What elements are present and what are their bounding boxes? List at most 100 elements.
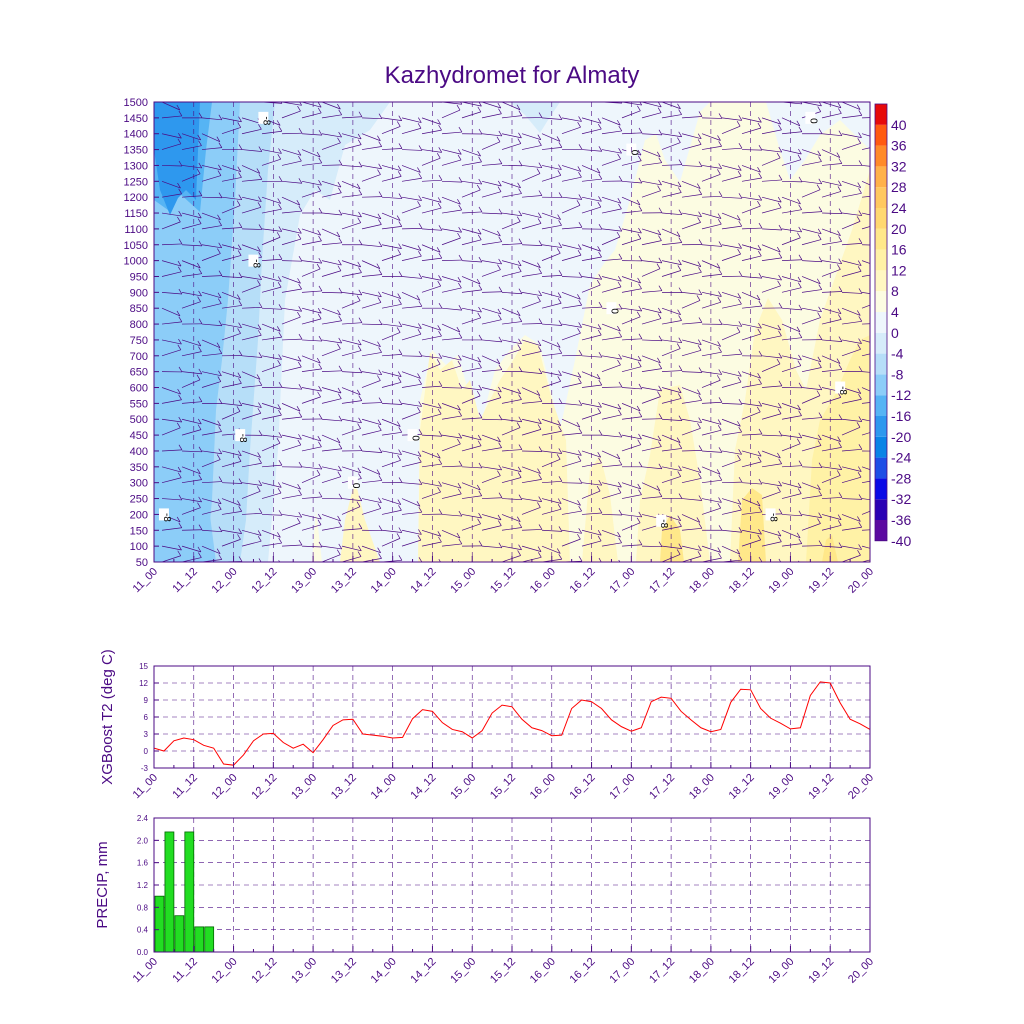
- wind-barb: [481, 212, 502, 215]
- wind-barb: [381, 509, 402, 515]
- wind-barb-feather: [517, 266, 522, 272]
- wind-barb: [741, 323, 762, 329]
- wind-barb: [201, 292, 222, 299]
- wind-barb-feather: [558, 192, 563, 198]
- wind-barb-feather: [518, 444, 523, 450]
- wind-barb-feather: [398, 193, 403, 199]
- x-tick-label: 16_12: [568, 956, 598, 986]
- wind-barb: [441, 159, 462, 166]
- wind-barb-feather: [218, 114, 223, 120]
- wind-barb: [221, 371, 241, 378]
- wind-barb-feather: [656, 151, 661, 158]
- x-tick-label: 19_00: [766, 566, 796, 596]
- wind-barb-feather: [257, 280, 261, 286]
- wind-barb: [641, 260, 662, 264]
- y-tick-label: 15: [139, 662, 148, 671]
- wind-barb: [841, 143, 861, 150]
- wind-barb: [481, 113, 502, 119]
- precip-bar: [164, 831, 175, 953]
- wind-barb-feather: [418, 379, 422, 385]
- wind-barb-feather: [318, 129, 323, 136]
- wind-barb-feather: [657, 435, 662, 442]
- wind-barb: [781, 403, 801, 411]
- wind-barb: [781, 493, 802, 499]
- wind-barb-feather: [759, 95, 762, 100]
- wind-barb-feather: [618, 275, 622, 282]
- wind-barb: [161, 387, 181, 395]
- wind-barb: [641, 102, 662, 108]
- wind-barb: [461, 395, 481, 404]
- x-tick-label: 19_12: [806, 956, 836, 986]
- wind-barb-feather: [418, 351, 423, 357]
- wind-barb: [481, 339, 502, 343]
- wind-barb: [301, 396, 321, 404]
- colorbar-swatch: [875, 104, 887, 125]
- wind-barb: [801, 161, 822, 166]
- wind-barb-feather: [257, 536, 262, 542]
- wind-barb-feather: [418, 429, 423, 435]
- wind-barb: [541, 323, 562, 326]
- wind-barb-feather: [597, 329, 602, 336]
- wind-barb-feather: [258, 352, 263, 358]
- wind-barb: [161, 243, 182, 246]
- wind-barb-feather: [797, 404, 801, 411]
- wind-barb-feather: [737, 293, 742, 299]
- wind-barb: [621, 514, 642, 518]
- wind-barb-feather: [457, 199, 461, 205]
- wind-barb-feather: [537, 134, 542, 140]
- wind-barb: [181, 401, 202, 404]
- wind-barb-feather: [258, 224, 263, 230]
- wind-barb: [821, 163, 842, 166]
- wind-barb: [821, 260, 842, 265]
- wind-barb-feather: [518, 544, 522, 550]
- wind-barb-feather: [738, 298, 742, 305]
- wind-barb: [861, 545, 870, 549]
- wind-barb-feather: [638, 255, 643, 262]
- wind-barb-feather: [177, 344, 182, 350]
- wind-barb-feather: [218, 476, 223, 482]
- wind-barb: [561, 529, 582, 534]
- wind-barb-feather: [458, 355, 462, 361]
- wind-barb: [241, 128, 262, 135]
- wind-barb: [361, 450, 382, 453]
- wind-barb: [401, 355, 423, 357]
- wind-barb: [201, 450, 222, 455]
- wind-barb: [261, 414, 282, 420]
- wind-barb-feather: [497, 230, 501, 237]
- wind-barb-feather: [797, 482, 802, 489]
- x-tick-label: 11_12: [170, 956, 200, 986]
- wind-barb-feather: [796, 532, 801, 538]
- wind-barb-feather: [317, 313, 322, 320]
- wind-barb: [421, 207, 442, 214]
- wind-barb-feather: [837, 565, 840, 570]
- wind-barb: [161, 102, 180, 111]
- wind-barb-feather: [598, 251, 602, 258]
- wind-barb: [641, 482, 660, 492]
- wind-barb-feather: [397, 499, 402, 505]
- wind-barb-feather: [837, 520, 842, 526]
- wind-barb: [261, 286, 282, 293]
- wind-barb-feather: [298, 489, 302, 496]
- x-tick-label: 19_00: [766, 956, 796, 986]
- wind-barb-feather: [858, 316, 863, 322]
- wind-barb: [481, 260, 502, 265]
- cold-region-lower: [154, 400, 216, 562]
- wind-barb-feather: [417, 245, 422, 251]
- wind-barb: [281, 494, 302, 499]
- wind-barb: [341, 144, 362, 150]
- wind-barb: [861, 117, 870, 119]
- wind-barb: [341, 528, 362, 531]
- wind-barb-feather: [458, 538, 463, 545]
- wind-barb-feather: [857, 516, 861, 522]
- wind-barb: [721, 147, 742, 150]
- wind-barb-feather: [837, 264, 841, 270]
- wind-barb: [201, 459, 221, 468]
- wind-barb: [821, 133, 842, 137]
- wind-barb: [441, 387, 463, 389]
- wind-barb-feather: [517, 550, 521, 556]
- wind-barb-feather: [338, 337, 343, 344]
- wind-barb: [561, 460, 582, 468]
- wind-barb-feather: [418, 401, 423, 407]
- wind-barb: [281, 366, 302, 372]
- wind-barb: [681, 339, 702, 345]
